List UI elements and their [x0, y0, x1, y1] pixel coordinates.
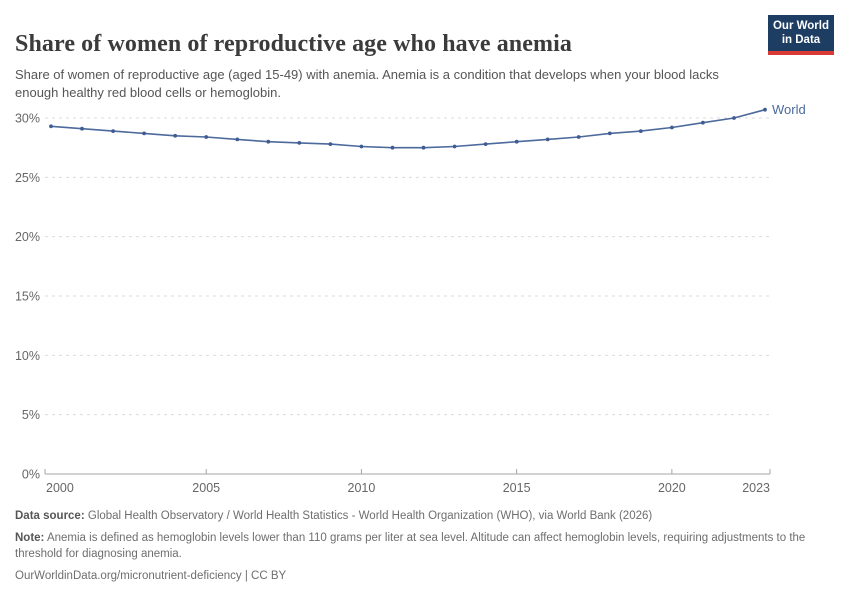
data-point[interactable]	[173, 133, 178, 138]
data-point[interactable]	[763, 107, 767, 112]
y-axis-tick-label: 15%	[15, 290, 40, 304]
y-axis-tick-label: 25%	[15, 171, 40, 185]
citation-link[interactable]: OurWorldinData.org/micronutrient-deficie…	[15, 569, 287, 582]
data-source-text: Global Health Observatory / World Health…	[87, 510, 653, 522]
data-point[interactable]	[390, 145, 395, 150]
line-chart[interactable]: 0% 5% 10% 15% 20% 25% 30% 2000 2005 2010 2015 2020 2…	[0, 95, 850, 505]
y-axis-tick-label: 5%	[22, 408, 40, 422]
data-point[interactable]	[204, 135, 209, 139]
data-point[interactable]	[80, 126, 84, 131]
data-point[interactable]	[545, 137, 550, 142]
chart-footer: Data source: Global Health Observatory /…	[15, 508, 837, 589]
owid-logo[interactable]: Our World in Data	[768, 15, 834, 55]
x-axis-tick-label: 2023	[742, 481, 770, 495]
data-point[interactable]	[638, 129, 643, 133]
y-axis-tick-label: 30%	[15, 112, 40, 126]
x-axis-tick-label: 2020	[658, 481, 686, 495]
series-line-world[interactable]	[50, 108, 766, 149]
chart-svg[interactable]: 0% 5% 10% 15% 20% 25% 30% 2000 2005 2010 2015 2020 2…	[0, 95, 850, 505]
data-point[interactable]	[421, 145, 426, 150]
owid-logo-line2: in Data	[781, 33, 821, 46]
data-point[interactable]	[732, 116, 736, 120]
note-line: Note: Anemia is defined as hemoglobin le…	[15, 530, 837, 563]
data-point[interactable]	[483, 142, 488, 146]
y-axis-tick-label: 0%	[22, 468, 40, 482]
owid-logo-line1: Our World	[772, 20, 829, 32]
data-point[interactable]	[266, 139, 271, 144]
chart-subtitle: Share of women of reproductive age (aged…	[15, 67, 719, 100]
data-point[interactable]	[235, 137, 240, 142]
data-point[interactable]	[111, 129, 115, 133]
page-title: Share of women of reproductive age who h…	[15, 31, 572, 58]
x-axis-tick-label: 2015	[503, 481, 531, 495]
y-axis-tick-label: 10%	[15, 349, 40, 363]
data-point[interactable]	[359, 144, 364, 149]
data-point[interactable]	[514, 139, 519, 144]
y-axis-tick-label: 20%	[15, 230, 40, 244]
data-point[interactable]	[670, 125, 674, 130]
data-point[interactable]	[49, 124, 53, 129]
data-point[interactable]	[328, 142, 333, 146]
data-point[interactable]	[452, 144, 457, 149]
data-source-label: Data source:	[15, 510, 85, 522]
x-axis-tick-label: 2000	[46, 481, 74, 495]
x-axis-tick-label: 2010	[348, 481, 376, 495]
data-point[interactable]	[701, 120, 705, 125]
data-point[interactable]	[607, 131, 612, 136]
data-source-line: Data source: Global Health Observatory /…	[15, 508, 837, 525]
series-label-world[interactable]: World	[772, 102, 806, 117]
note-text: Anemia is defined as hemoglobin levels l…	[15, 531, 806, 561]
data-point[interactable]	[576, 135, 581, 139]
x-axis-tick-label: 2005	[192, 481, 220, 495]
note-label: Note:	[15, 531, 45, 544]
data-point[interactable]	[142, 131, 147, 136]
data-point[interactable]	[297, 141, 302, 145]
